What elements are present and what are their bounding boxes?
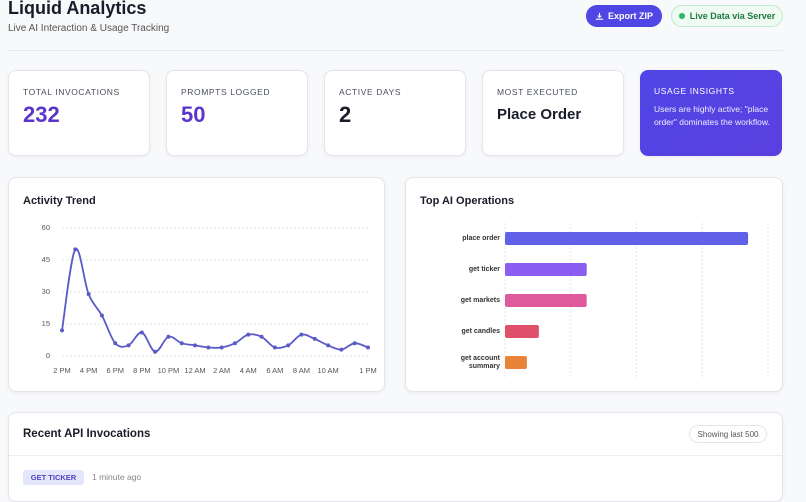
x-tick-label: 4 PM — [80, 366, 98, 375]
x-tick-label: 6 AM — [266, 366, 283, 375]
page-title: Liquid Analytics — [8, 0, 147, 18]
x-tick-label: 4 AM — [240, 366, 257, 375]
data-point — [232, 341, 237, 346]
card-value: 50 — [181, 102, 206, 127]
card-label: MOST EXECUTED — [497, 87, 578, 97]
charts: 0 15 30 45 60 2 PM 4 PM 6 PM 8 PM 10 PM 12 AM 2 AM 4… — [42, 223, 769, 378]
data-point — [219, 345, 224, 350]
x-tick-label: 8 PM — [133, 366, 151, 375]
data-point — [86, 292, 91, 297]
data-point — [286, 343, 291, 348]
data-point — [366, 345, 370, 350]
x-tick-label: 12 AM — [184, 366, 205, 375]
stat-card: MOST EXECUTED Place Order — [482, 70, 624, 156]
data-point — [339, 347, 344, 352]
y-tick-label: get markets — [460, 296, 500, 304]
divider — [8, 50, 783, 51]
data-point — [126, 343, 131, 348]
card-label: USAGE INSIGHTS — [654, 86, 735, 96]
status-pill: Live Data via Server — [671, 5, 783, 27]
data-point — [352, 341, 357, 346]
data-point — [206, 345, 211, 350]
page: Liquid Analytics Live AI Interaction & U… — [8, 0, 783, 502]
card-label: ACTIVE DAYS — [339, 87, 402, 97]
y-tick-label: 0 — [46, 351, 50, 360]
status-dot — [678, 13, 685, 19]
stat-card: PROMPTS LOGGED 50 — [166, 70, 308, 156]
download-icon — [595, 12, 604, 20]
data-point — [60, 328, 64, 333]
x-tick-label: 2 PM — [53, 366, 71, 375]
data-point — [166, 334, 171, 339]
data-point — [246, 332, 251, 337]
card-text: Users are highly active; "place order" d… — [654, 104, 770, 127]
data-point — [139, 330, 144, 335]
x-tick-label: 1 PM — [359, 366, 377, 375]
data-point — [299, 332, 304, 337]
trend-line — [61, 248, 369, 353]
bar — [505, 356, 527, 369]
data-point — [326, 343, 331, 348]
x-tick-label: 10 PM — [158, 366, 180, 375]
data-point — [99, 313, 104, 318]
y-tick-label: 30 — [42, 287, 50, 296]
x-tick-label: 2 AM — [213, 366, 230, 375]
x-tick-label: 10 AM — [317, 366, 338, 375]
chart-title: Activity Trend — [23, 195, 96, 207]
y-tick-label: 15 — [42, 319, 50, 328]
bar — [505, 263, 587, 276]
recent-title: Recent API Invocations — [23, 428, 151, 440]
x-tick-label: 6 PM — [106, 366, 124, 375]
y-tick-label: get candles — [461, 327, 500, 335]
stat-card: USAGE INSIGHTS Users are highly active; "… — [640, 70, 782, 156]
card-value: Place Order — [497, 106, 582, 123]
data-point — [272, 345, 277, 350]
data-point — [113, 341, 118, 346]
row-time: 1 minute ago — [92, 472, 142, 482]
card-label: TOTAL INVOCATIONS — [23, 87, 120, 97]
divider — [9, 455, 782, 456]
stat-card: ACTIVE DAYS 2 — [324, 70, 466, 156]
card-value: 2 — [339, 102, 352, 127]
data-point — [312, 336, 317, 341]
stat-card: TOTAL INVOCATIONS 232 — [8, 70, 150, 156]
y-tick-label: get account summary — [460, 354, 500, 370]
data-point — [259, 334, 264, 339]
x-tick-label: 8 AM — [293, 366, 310, 375]
data-point — [179, 341, 184, 346]
recent-badge: Showing last 500 — [689, 425, 767, 443]
bar — [505, 325, 539, 338]
operation-badge[interactable]: GET TICKER — [23, 470, 84, 485]
status-label: Live Data via Server — [689, 11, 776, 21]
card-value: 232 — [23, 102, 60, 127]
y-tick-label: place order — [462, 234, 500, 242]
card-label: PROMPTS LOGGED — [181, 87, 271, 97]
operations-panel: Top AI Operations — [405, 177, 783, 392]
bar — [505, 294, 587, 307]
data-point — [193, 343, 198, 348]
y-tick-label: 60 — [42, 223, 50, 232]
data-point — [153, 349, 158, 354]
bar — [505, 232, 749, 245]
y-tick-label: 45 — [42, 255, 50, 264]
chart-title: Top AI Operations — [420, 195, 515, 207]
data-point — [73, 247, 78, 252]
recent-panel: Recent API Invocations Showing last 500 … — [8, 412, 783, 502]
export-label: Export ZIP — [607, 11, 653, 21]
page-subtitle: Live AI Interaction & Usage Tracking — [8, 23, 170, 34]
export-button[interactable]: Export ZIP — [586, 5, 662, 27]
y-tick-label: get ticker — [468, 265, 500, 273]
